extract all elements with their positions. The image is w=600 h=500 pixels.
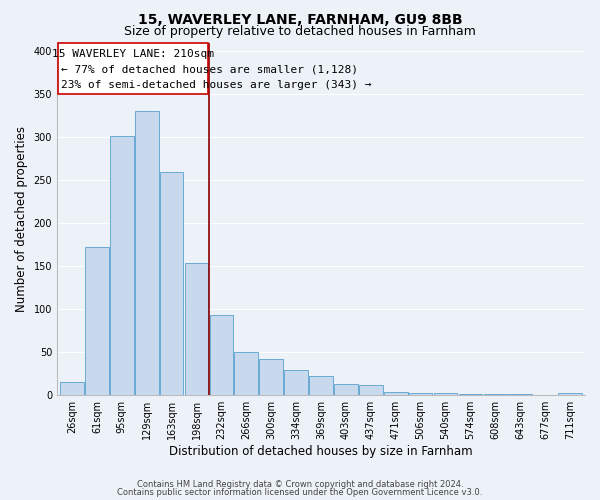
Text: Contains HM Land Registry data © Crown copyright and database right 2024.: Contains HM Land Registry data © Crown c… — [137, 480, 463, 489]
Bar — [185, 264, 208, 394]
FancyBboxPatch shape — [58, 42, 208, 94]
Bar — [284, 370, 308, 394]
Bar — [235, 352, 258, 395]
Text: 23% of semi-detached houses are larger (343) →: 23% of semi-detached houses are larger (… — [61, 80, 371, 90]
X-axis label: Distribution of detached houses by size in Farnham: Distribution of detached houses by size … — [169, 444, 473, 458]
Bar — [209, 315, 233, 394]
Bar — [384, 392, 407, 394]
Bar — [85, 247, 109, 394]
Bar — [558, 393, 582, 394]
Text: Size of property relative to detached houses in Farnham: Size of property relative to detached ho… — [124, 24, 476, 38]
Bar — [135, 111, 158, 395]
Bar — [334, 384, 358, 394]
Bar — [409, 393, 433, 394]
Text: ← 77% of detached houses are smaller (1,128): ← 77% of detached houses are smaller (1,… — [61, 64, 358, 74]
Text: 15, WAVERLEY LANE, FARNHAM, GU9 8BB: 15, WAVERLEY LANE, FARNHAM, GU9 8BB — [137, 12, 463, 26]
Y-axis label: Number of detached properties: Number of detached properties — [15, 126, 28, 312]
Bar — [160, 172, 184, 394]
Text: 15 WAVERLEY LANE: 210sqm: 15 WAVERLEY LANE: 210sqm — [52, 49, 214, 59]
Bar — [60, 382, 84, 394]
Text: Contains public sector information licensed under the Open Government Licence v3: Contains public sector information licen… — [118, 488, 482, 497]
Bar — [309, 376, 333, 394]
Bar — [359, 386, 383, 394]
Bar — [259, 358, 283, 394]
Bar — [110, 136, 134, 394]
Bar — [434, 393, 457, 394]
